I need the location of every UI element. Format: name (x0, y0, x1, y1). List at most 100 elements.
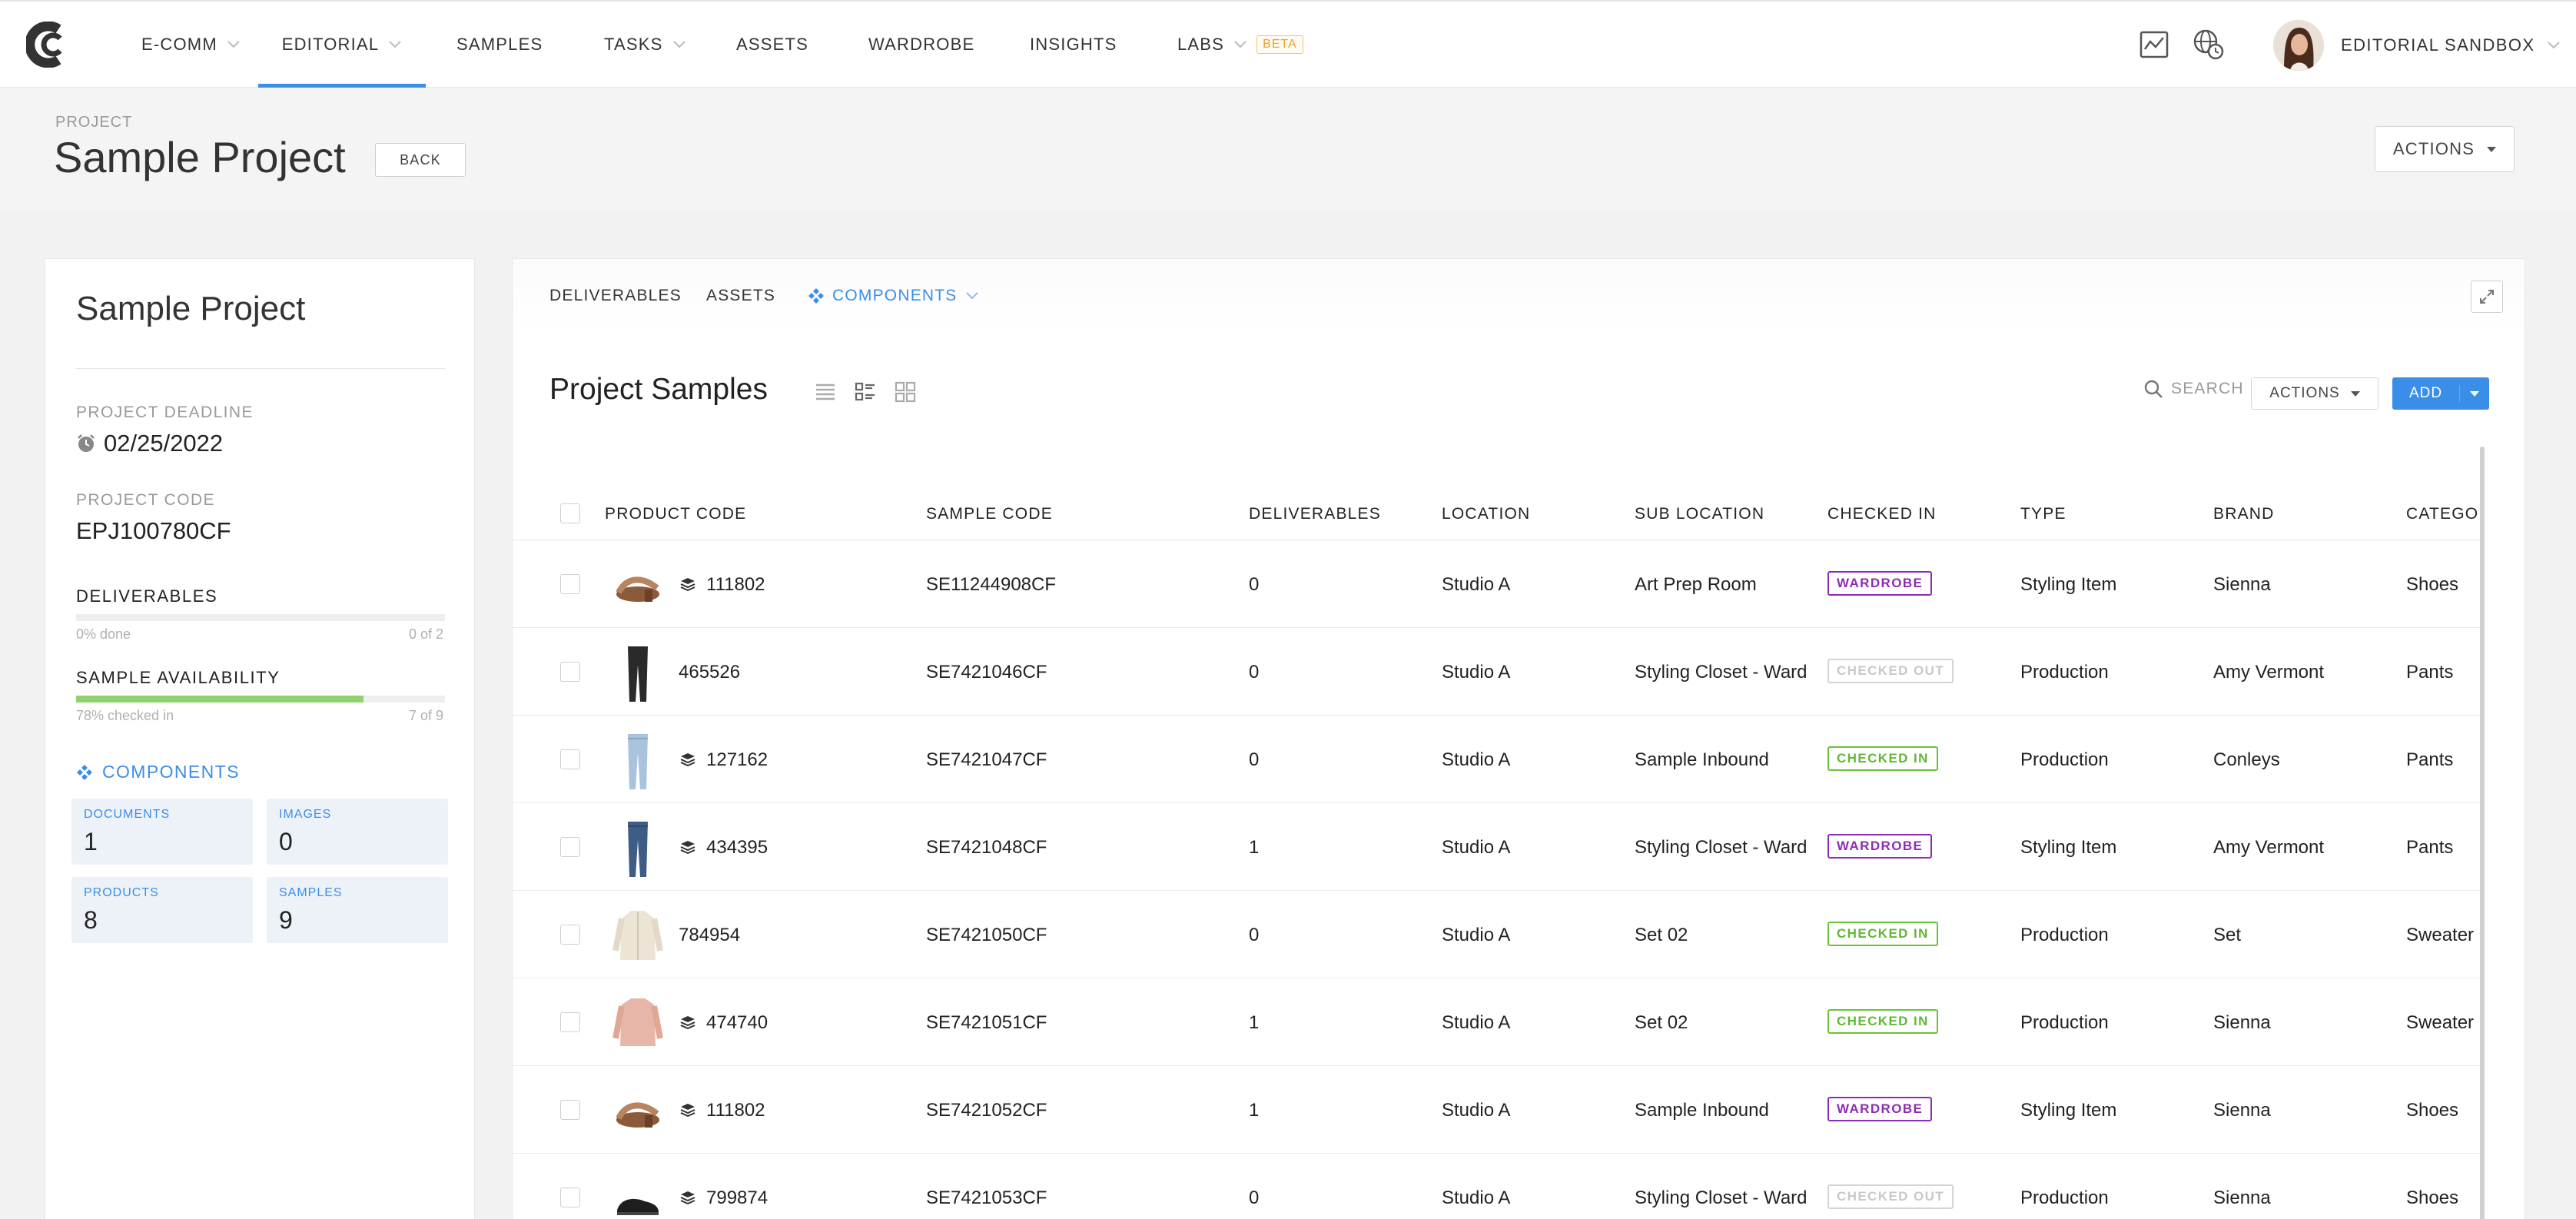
row-checkbox[interactable] (560, 749, 580, 769)
row-checkbox[interactable] (560, 574, 580, 594)
product-thumbnail[interactable] (611, 554, 665, 616)
product-thumbnail[interactable] (611, 642, 665, 703)
product-thumbnail[interactable] (611, 817, 665, 879)
product-thumbnail[interactable] (611, 1168, 665, 1219)
nav-samples[interactable]: SAMPLES (456, 2, 543, 88)
brand-cell: Sienna (2213, 574, 2271, 595)
deliverables-count: 0 of 2 (408, 626, 443, 642)
product-code-cell[interactable]: 127162 (706, 749, 768, 770)
images-count-box[interactable]: IMAGES 0 (267, 799, 448, 865)
analytics-icon[interactable] (2138, 28, 2172, 61)
table-row[interactable]: 111802 SE7421052CF 1 Studio A Sample Inbound… (513, 1066, 2480, 1154)
product-thumbnail[interactable] (611, 905, 665, 966)
availability-count: 7 of 9 (408, 708, 443, 723)
sample-code-cell: SE7421050CF (926, 925, 1047, 945)
brand-cell: Sienna (2213, 1100, 2271, 1121)
row-checkbox[interactable] (560, 1012, 580, 1032)
sub-location-cell: Styling Closet - Ward (1635, 1187, 1808, 1208)
sub-location-cell: Sample Inbound (1635, 1100, 1769, 1121)
user-name: EDITORIAL SANDBOX (2341, 35, 2535, 55)
col-type[interactable]: TYPE (2020, 505, 2066, 523)
select-all-checkbox[interactable] (560, 503, 580, 523)
type-cell: Production (2020, 662, 2109, 683)
caret-down-icon (2350, 390, 2360, 397)
globe-clock-icon[interactable] (2192, 28, 2226, 61)
row-checkbox[interactable] (560, 837, 580, 857)
detail-list-view-icon[interactable] (854, 380, 877, 404)
col-product-code[interactable]: PRODUCT CODE (605, 505, 747, 523)
top-nav: E-COMM EDITORIAL SAMPLES TASKS ASSETS WA… (0, 0, 2576, 88)
product-code-cell[interactable]: 799874 (706, 1187, 768, 1208)
product-code-cell[interactable]: 474740 (706, 1012, 768, 1033)
col-deliverables[interactable]: DELIVERABLES (1249, 505, 1381, 523)
product-code-cell[interactable]: 465526 (679, 662, 741, 683)
status-badge: CHECKED IN (1827, 746, 1938, 771)
product-code-cell[interactable]: 111802 (706, 574, 765, 595)
user-menu[interactable]: EDITORIAL SANDBOX (2273, 20, 2561, 71)
nav-wardrobe[interactable]: WARDROBE (868, 2, 974, 88)
product-code-cell[interactable]: 111802 (706, 1100, 765, 1121)
components-icon (808, 288, 824, 304)
table-row[interactable]: 784954 SE7421050CF 0 Studio A Set 02 Producti… (513, 891, 2480, 978)
nav-assets[interactable]: ASSETS (736, 2, 808, 88)
app-logo[interactable] (26, 22, 72, 68)
brand-cell: Amy Vermont (2213, 662, 2325, 683)
category-cell: Pants (2406, 662, 2454, 683)
search-button[interactable]: SEARCH (2143, 379, 2244, 399)
col-sub-location[interactable]: SUB LOCATION (1635, 505, 1765, 523)
variants-stack-icon (680, 578, 695, 591)
table-row[interactable]: 127162 SE7421047CF 0 Studio A Sample Inbound… (513, 716, 2480, 803)
samples-label: SAMPLES (279, 886, 343, 899)
nav-editorial-label: EDITORIAL (281, 35, 380, 54)
product-thumbnail[interactable] (611, 729, 665, 791)
vertical-scrollbar[interactable] (2480, 447, 2485, 1219)
nav-ecomm[interactable]: E-COMM (141, 2, 241, 88)
nav-insights[interactable]: INSIGHTS (1030, 2, 1117, 88)
row-checkbox[interactable] (560, 925, 580, 945)
col-location[interactable]: LOCATION (1442, 505, 1531, 523)
components-heading[interactable]: COMPONENTS (76, 762, 240, 782)
table-row[interactable]: 465526 SE7421046CF 0 Studio A Styling Closet… (513, 628, 2480, 716)
table-actions-button[interactable]: ACTIONS (2251, 377, 2378, 410)
list-view-icon[interactable] (814, 380, 837, 404)
sample-code-cell: SE7421051CF (926, 1012, 1047, 1033)
nav-editorial[interactable]: EDITORIAL (258, 2, 426, 88)
tab-assets[interactable]: ASSETS (706, 287, 776, 304)
tab-deliverables[interactable]: DELIVERABLES (549, 287, 682, 304)
sample-code-cell: SE7421046CF (926, 662, 1047, 683)
nav-ecomm-label: E-COMM (141, 35, 217, 54)
sample-code-cell: SE7421048CF (926, 837, 1047, 858)
add-button[interactable]: ADD (2392, 377, 2489, 410)
brand-cell: Amy Vermont (2213, 837, 2325, 858)
col-category[interactable]: CATEGO (2406, 505, 2479, 523)
nav-tasks[interactable]: TASKS (604, 2, 686, 88)
col-checked-in[interactable]: CHECKED IN (1827, 505, 1937, 523)
documents-count-box[interactable]: DOCUMENTS 1 (71, 799, 253, 865)
header-actions-button[interactable]: ACTIONS (2375, 126, 2515, 172)
row-checkbox[interactable] (560, 662, 580, 682)
table-row[interactable]: 434395 SE7421048CF 1 Studio A Styling Closet… (513, 803, 2480, 891)
row-checkbox[interactable] (560, 1100, 580, 1120)
tab-components[interactable]: COMPONENTS (808, 287, 979, 305)
grid-view-icon[interactable] (894, 380, 917, 404)
col-sample-code[interactable]: SAMPLE CODE (926, 505, 1053, 523)
product-code-cell[interactable]: 784954 (679, 925, 741, 945)
add-dropdown-toggle[interactable] (2460, 390, 2489, 397)
search-label: SEARCH (2171, 380, 2244, 397)
expand-button[interactable] (2471, 281, 2503, 313)
product-code-cell[interactable]: 434395 (706, 837, 768, 858)
divider (76, 368, 445, 369)
product-thumbnail[interactable] (611, 992, 665, 1054)
table-row[interactable]: 111802 SE11244908CF 0 Studio A Art Prep Room… (513, 540, 2480, 628)
back-button[interactable]: BACK (375, 143, 466, 177)
products-count-box[interactable]: PRODUCTS 8 (71, 877, 253, 943)
col-brand[interactable]: BRAND (2213, 505, 2275, 523)
samples-count-box[interactable]: SAMPLES 9 (267, 877, 448, 943)
table-row[interactable]: 474740 SE7421051CF 1 Studio A Set 02 Producti… (513, 978, 2480, 1066)
table-header: PRODUCT CODE SAMPLE CODE DELIVERABLES LO… (513, 487, 2480, 540)
row-checkbox[interactable] (560, 1187, 580, 1207)
table-row[interactable]: 799874 SE7421053CF 0 Studio A Styling Closet… (513, 1154, 2480, 1219)
product-thumbnail[interactable] (611, 1080, 665, 1141)
page-title: Sample Project (54, 133, 346, 181)
nav-labs[interactable]: LABS BETA (1177, 2, 1303, 88)
